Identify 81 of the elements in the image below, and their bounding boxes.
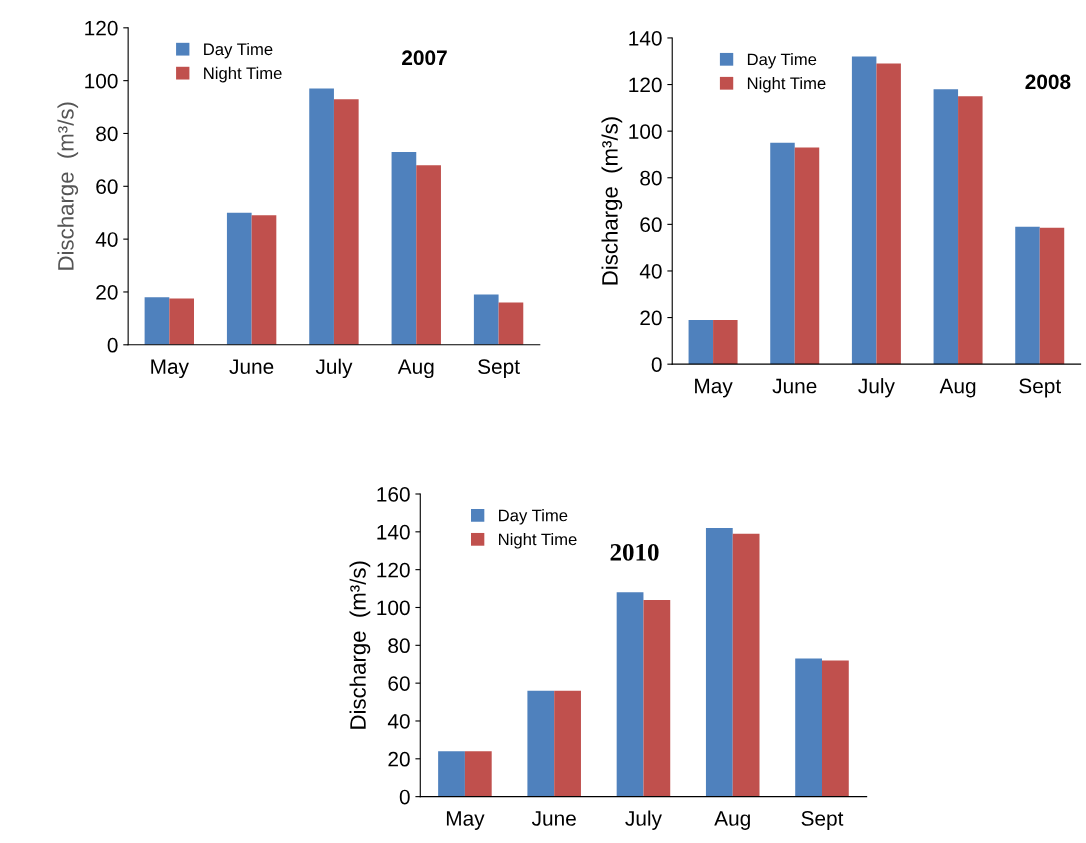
y-tick-label: 160 <box>377 487 410 502</box>
bar <box>1015 226 1040 365</box>
y-tick-label: 80 <box>96 126 118 142</box>
y-tick-label: 120 <box>629 77 662 93</box>
x-tick-label: July <box>625 810 662 830</box>
y-tick-label: 120 <box>85 20 118 36</box>
bar <box>473 294 499 345</box>
bar <box>554 690 581 797</box>
bar <box>643 599 671 797</box>
x-tick-label: May <box>695 378 733 398</box>
x-tick-label: Sept <box>478 359 520 379</box>
y-tick-label: 0 <box>399 789 410 805</box>
legend-label: Day Time <box>204 42 273 59</box>
x-tick-label: May <box>151 359 189 379</box>
y-tick-label: 0 <box>107 337 118 353</box>
legend-label: Day Time <box>747 53 817 69</box>
bar <box>309 88 334 345</box>
x-tick-label: June <box>229 359 274 374</box>
x-tick-label: July <box>858 378 895 398</box>
text: 2008 <box>1025 74 1071 90</box>
bar <box>795 658 822 797</box>
bar <box>144 297 170 345</box>
x-tick-label: Sept <box>801 811 844 830</box>
bar <box>876 63 901 365</box>
bar <box>688 319 714 365</box>
bar <box>770 142 795 365</box>
y-tick-label: 100 <box>377 600 410 616</box>
bar <box>438 751 465 797</box>
bar <box>416 165 441 345</box>
y-tick-label: 80 <box>388 638 410 654</box>
bar <box>527 690 555 797</box>
x-tick-label: Sept <box>1019 378 1062 398</box>
y-axis-title: Discharge (m³/s) <box>57 102 79 270</box>
x-tick-label: Aug <box>939 378 976 398</box>
legend-label: Night Time <box>204 66 282 83</box>
bar <box>713 319 738 365</box>
bar <box>333 99 359 345</box>
y-tick-label: 60 <box>640 217 662 233</box>
bar <box>732 533 760 797</box>
bar <box>705 528 733 797</box>
y-tick-label: 40 <box>639 263 662 279</box>
bar <box>226 212 252 345</box>
text: 2007 <box>402 50 447 66</box>
bar <box>391 151 417 345</box>
bar <box>169 298 194 345</box>
y-tick-label: 80 <box>640 170 662 186</box>
x-tick-label: Aug <box>397 359 434 379</box>
bar <box>1039 227 1065 365</box>
y-tick-label: 40 <box>387 713 410 729</box>
y-tick-label: 60 <box>388 676 410 691</box>
x-tick-label: June <box>772 378 817 394</box>
y-axis-title: Discharge (m³/s) <box>601 117 623 285</box>
bar <box>251 215 277 345</box>
y-tick-label: 40 <box>95 232 118 247</box>
y-tick-label: 20 <box>96 284 118 300</box>
bar <box>958 96 983 365</box>
legend-label: Night Time <box>747 76 826 93</box>
x-tick-label: Aug <box>714 811 750 830</box>
bar <box>933 89 959 365</box>
y-tick-label: 100 <box>85 73 118 89</box>
y-tick-label: 120 <box>377 562 410 578</box>
x-tick-label: July <box>315 358 353 379</box>
y-tick-label: 0 <box>651 357 662 372</box>
bar <box>851 56 877 365</box>
x-tick-label: May <box>446 811 485 830</box>
bar <box>616 592 644 797</box>
bar <box>498 302 524 345</box>
bar <box>464 751 492 797</box>
y-tick-label: 140 <box>377 524 410 540</box>
y-tick-label: 100 <box>629 124 662 139</box>
y-axis-title: Discharge (m³/s) <box>349 561 371 729</box>
y-tick-label: 20 <box>388 751 410 767</box>
y-tick-label: 140 <box>629 30 662 46</box>
bar <box>821 660 849 797</box>
text: 2010 <box>610 543 659 561</box>
bar <box>794 147 820 365</box>
x-tick-label: June <box>531 811 576 826</box>
legend-label: Night Time <box>499 533 577 549</box>
y-tick-label: 60 <box>96 179 118 195</box>
y-tick-label: 20 <box>640 310 662 326</box>
legend-label: Day Time <box>499 509 568 525</box>
